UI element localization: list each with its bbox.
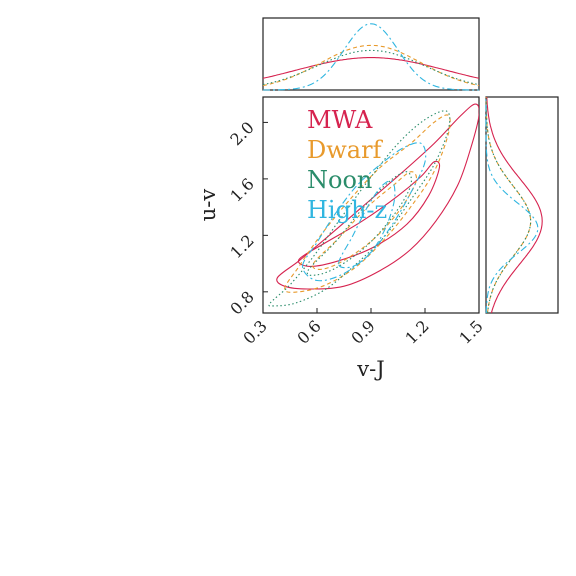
x-tick-label: 1.2 xyxy=(401,316,432,347)
mwa-contour-outer xyxy=(276,103,479,290)
high-z-contour-outer xyxy=(302,142,427,282)
x-tick-label: 0.9 xyxy=(347,316,378,347)
top-marginal-panel xyxy=(262,17,480,91)
legend-entry-mwa: MWA xyxy=(307,106,373,134)
right-marginal-panel xyxy=(485,96,559,314)
noon-contour-inner xyxy=(306,171,412,276)
noon-marginal-y xyxy=(485,97,532,314)
y-tick-label: 0.8 xyxy=(226,287,257,318)
noon-contour-outer xyxy=(268,110,451,307)
high-z-contour-inner xyxy=(338,180,396,269)
x-tick-label: 0.3 xyxy=(239,316,270,347)
y-axis-label: u-v xyxy=(196,189,220,222)
legend-entry-dwarf: Dwarf xyxy=(307,136,384,164)
x-tick-label: 1.5 xyxy=(455,316,486,347)
mwa-marginal-y xyxy=(486,96,543,314)
high-z-marginal-y xyxy=(485,97,539,314)
y-tick-label: 2.0 xyxy=(226,118,257,149)
dwarf-marginal-x xyxy=(262,44,480,87)
mwa-marginal-x xyxy=(262,57,480,79)
noon-marginal-x xyxy=(262,49,480,86)
x-axis-label: v-J xyxy=(356,357,384,381)
legend-entry-high-z: High-z xyxy=(307,196,387,224)
right-panel-frame xyxy=(485,96,559,314)
mwa-contour-inner xyxy=(297,160,441,267)
top-panel-frame xyxy=(262,17,480,91)
legend-entry-noon: Noon xyxy=(307,166,372,194)
y-tick-label: 1.6 xyxy=(226,174,257,205)
x-tick-label: 0.6 xyxy=(293,316,324,347)
high-z-marginal-x xyxy=(263,23,479,91)
contour-group xyxy=(268,103,479,307)
y-tick-label: 1.2 xyxy=(226,231,257,262)
